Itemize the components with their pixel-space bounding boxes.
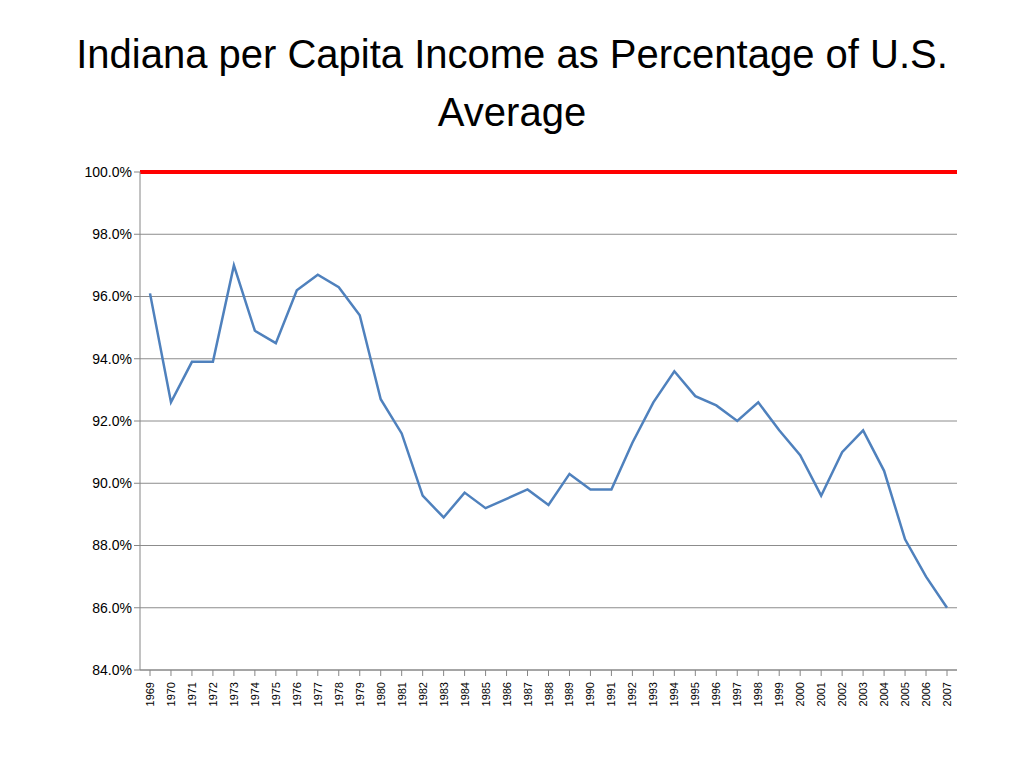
svg-text:1979: 1979 bbox=[354, 682, 366, 706]
svg-text:1971: 1971 bbox=[186, 682, 198, 706]
svg-text:1970: 1970 bbox=[165, 682, 177, 706]
svg-text:1992: 1992 bbox=[626, 682, 638, 706]
svg-text:1993: 1993 bbox=[647, 682, 659, 706]
svg-text:90.0%: 90.0% bbox=[92, 475, 132, 491]
svg-text:1991: 1991 bbox=[605, 682, 617, 706]
svg-text:1983: 1983 bbox=[438, 682, 450, 706]
svg-text:1972: 1972 bbox=[207, 682, 219, 706]
svg-text:1996: 1996 bbox=[710, 682, 722, 706]
svg-text:96.0%: 96.0% bbox=[92, 288, 132, 304]
svg-text:1995: 1995 bbox=[689, 682, 701, 706]
svg-text:1990: 1990 bbox=[584, 682, 596, 706]
svg-text:1982: 1982 bbox=[417, 682, 429, 706]
svg-text:2003: 2003 bbox=[857, 682, 869, 706]
svg-text:2000: 2000 bbox=[794, 682, 806, 706]
svg-text:1989: 1989 bbox=[563, 682, 575, 706]
svg-text:88.0%: 88.0% bbox=[92, 537, 132, 553]
svg-text:1969: 1969 bbox=[144, 682, 156, 706]
svg-text:1986: 1986 bbox=[501, 682, 513, 706]
html-text:Indiana per Capita Income as P: Indiana per Capita Income as Percentage … bbox=[76, 32, 948, 134]
svg-text:1999: 1999 bbox=[773, 682, 785, 706]
svg-text:1987: 1987 bbox=[522, 682, 534, 706]
svg-text:2007: 2007 bbox=[941, 682, 953, 706]
svg-text:1976: 1976 bbox=[291, 682, 303, 706]
svg-text:1978: 1978 bbox=[333, 682, 345, 706]
svg-text:1994: 1994 bbox=[668, 682, 680, 706]
svg-text:100.0%: 100.0% bbox=[85, 164, 132, 180]
svg-text:2005: 2005 bbox=[899, 682, 911, 706]
svg-text:86.0%: 86.0% bbox=[92, 600, 132, 616]
svg-text:1973: 1973 bbox=[228, 682, 240, 706]
svg-text:1988: 1988 bbox=[543, 682, 555, 706]
svg-text:2006: 2006 bbox=[920, 682, 932, 706]
svg-text:1975: 1975 bbox=[270, 682, 282, 706]
svg-text:1981: 1981 bbox=[396, 682, 408, 706]
svg-text:2004: 2004 bbox=[878, 682, 890, 706]
svg-text:1997: 1997 bbox=[731, 682, 743, 706]
svg-text:98.0%: 98.0% bbox=[92, 226, 132, 242]
svg-text:1980: 1980 bbox=[375, 682, 387, 706]
svg-text:1974: 1974 bbox=[249, 682, 261, 706]
svg-text:1984: 1984 bbox=[459, 682, 471, 706]
svg-text:94.0%: 94.0% bbox=[92, 351, 132, 367]
svg-text:1977: 1977 bbox=[312, 682, 324, 706]
svg-text:92.0%: 92.0% bbox=[92, 413, 132, 429]
svg-text:2001: 2001 bbox=[815, 682, 827, 706]
svg-text:1985: 1985 bbox=[480, 682, 492, 706]
svg-text:84.0%: 84.0% bbox=[92, 662, 132, 678]
svg-text:1998: 1998 bbox=[752, 682, 764, 706]
svg-text:2002: 2002 bbox=[836, 682, 848, 706]
